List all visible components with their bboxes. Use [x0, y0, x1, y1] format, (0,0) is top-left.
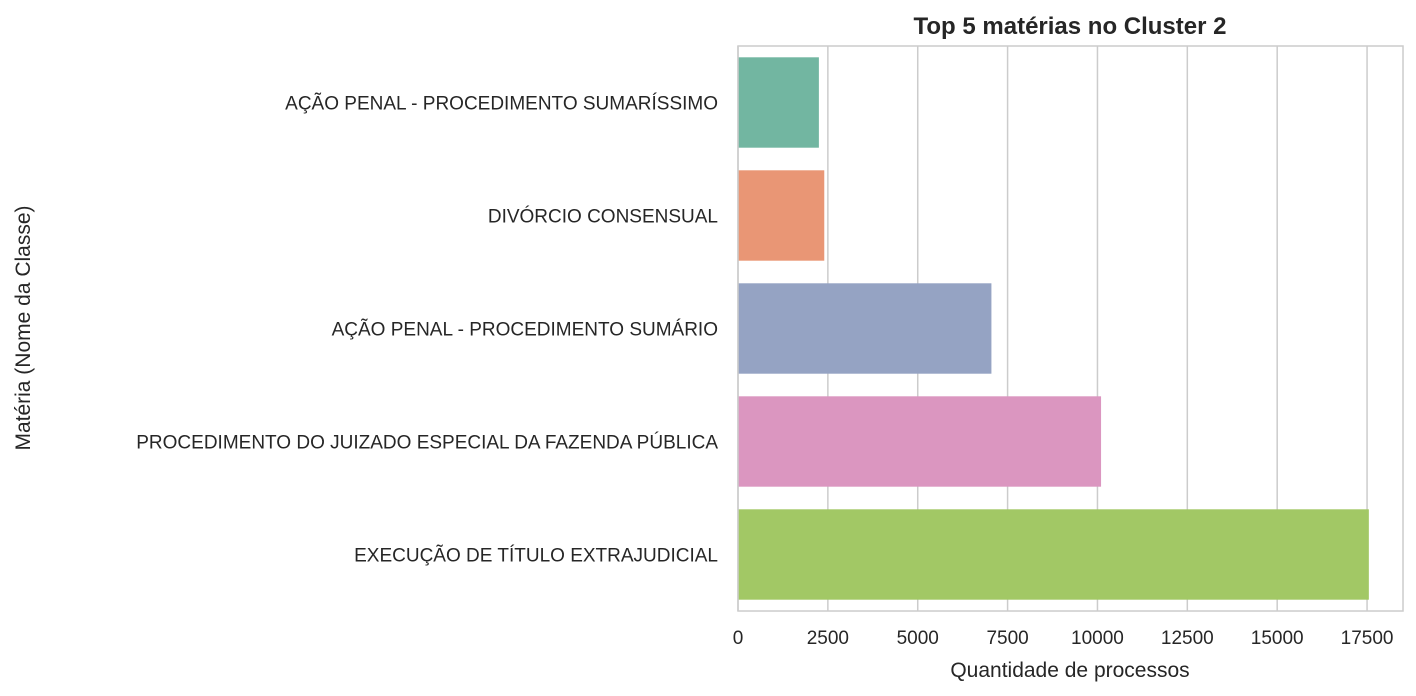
bar — [738, 283, 992, 374]
bars — [738, 57, 1369, 600]
y-axis-label: Matéria (Nome da Classe) — [12, 205, 35, 450]
x-tick-label: 12500 — [1161, 628, 1214, 649]
x-tick-label: 15000 — [1251, 628, 1304, 649]
bar — [738, 57, 819, 148]
category-labels: AÇÃO PENAL - PROCEDIMENTO SUMARÍSSIMO DIV… — [136, 93, 718, 567]
x-tick-label: 5000 — [897, 628, 939, 649]
bar — [738, 170, 825, 261]
category-label: AÇÃO PENAL - PROCEDIMENTO SUMÁRIO — [332, 319, 718, 341]
category-label: AÇÃO PENAL - PROCEDIMENTO SUMARÍSSIMO — [285, 93, 718, 115]
category-label: PROCEDIMENTO DO JUIZADO ESPECIAL DA FAZE… — [136, 432, 718, 454]
chart-title: Top 5 matérias no Cluster 2 — [914, 13, 1227, 40]
x-axis-label: Quantidade de processos — [950, 659, 1189, 682]
bar — [738, 396, 1102, 487]
x-tick-label: 2500 — [807, 628, 849, 649]
bar — [738, 509, 1369, 600]
x-tick-label: 7500 — [986, 628, 1028, 649]
x-tick-label: 0 — [733, 628, 744, 649]
x-tick-label: 17500 — [1341, 628, 1394, 649]
x-tick-labels: 0 2500 5000 7500 10000 12500 15000 17500 — [733, 628, 1394, 649]
plot-frame — [737, 45, 1404, 612]
category-label: DIVÓRCIO CONSENSUAL — [488, 206, 718, 228]
category-label: EXECUÇÃO DE TÍTULO EXTRAJUDICIAL — [354, 545, 718, 567]
x-tick-label: 10000 — [1071, 628, 1124, 649]
